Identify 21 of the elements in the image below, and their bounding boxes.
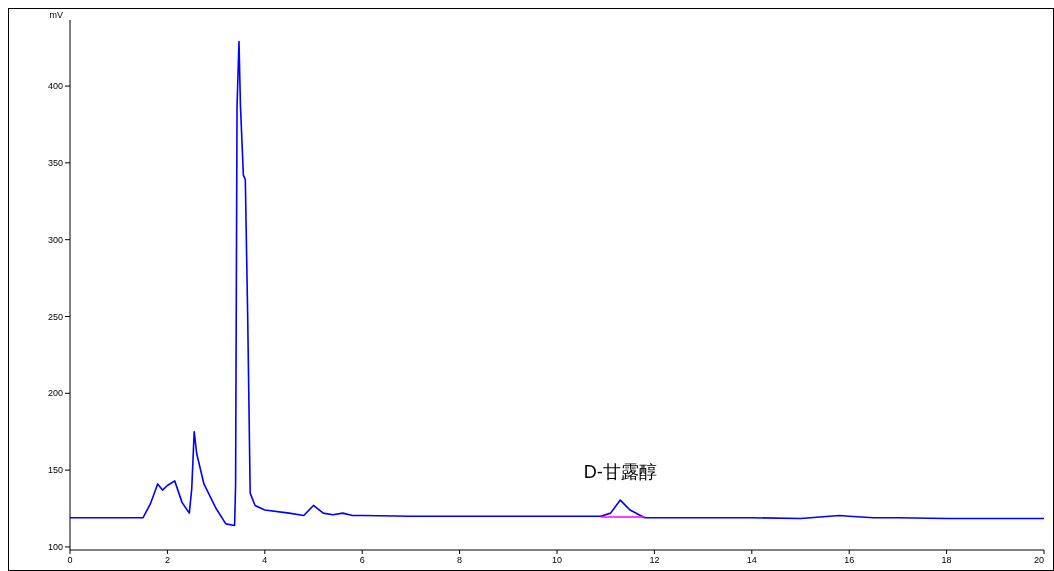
y-tick-label: 100 <box>47 542 63 553</box>
x-tick-label: 6 <box>359 555 365 565</box>
y-tick-label: 200 <box>47 388 63 399</box>
x-tick-label: 4 <box>262 555 268 565</box>
x-tick-label: 20 <box>1033 555 1044 565</box>
y-axis-title: mV <box>49 10 63 20</box>
line-series <box>69 40 1045 527</box>
y-tick-label: 150 <box>47 465 63 476</box>
x-tick-label: 2 <box>164 555 170 565</box>
x-tick-label: 8 <box>457 555 463 565</box>
x-tick-label: 14 <box>746 555 757 565</box>
x-tick-label: 12 <box>649 555 660 565</box>
annotation: D-甘露醇 <box>583 462 657 483</box>
x-tick-label: 10 <box>551 555 563 565</box>
x-tick-label: 18 <box>941 555 952 565</box>
y-tick-label: 400 <box>47 81 63 92</box>
y-tick-label: 350 <box>47 158 63 169</box>
x-tick-label: 0 <box>67 555 73 565</box>
x-tick-label: 16 <box>844 555 855 565</box>
y-tick-label: 300 <box>47 234 63 245</box>
y-tick-label: 250 <box>47 311 63 322</box>
